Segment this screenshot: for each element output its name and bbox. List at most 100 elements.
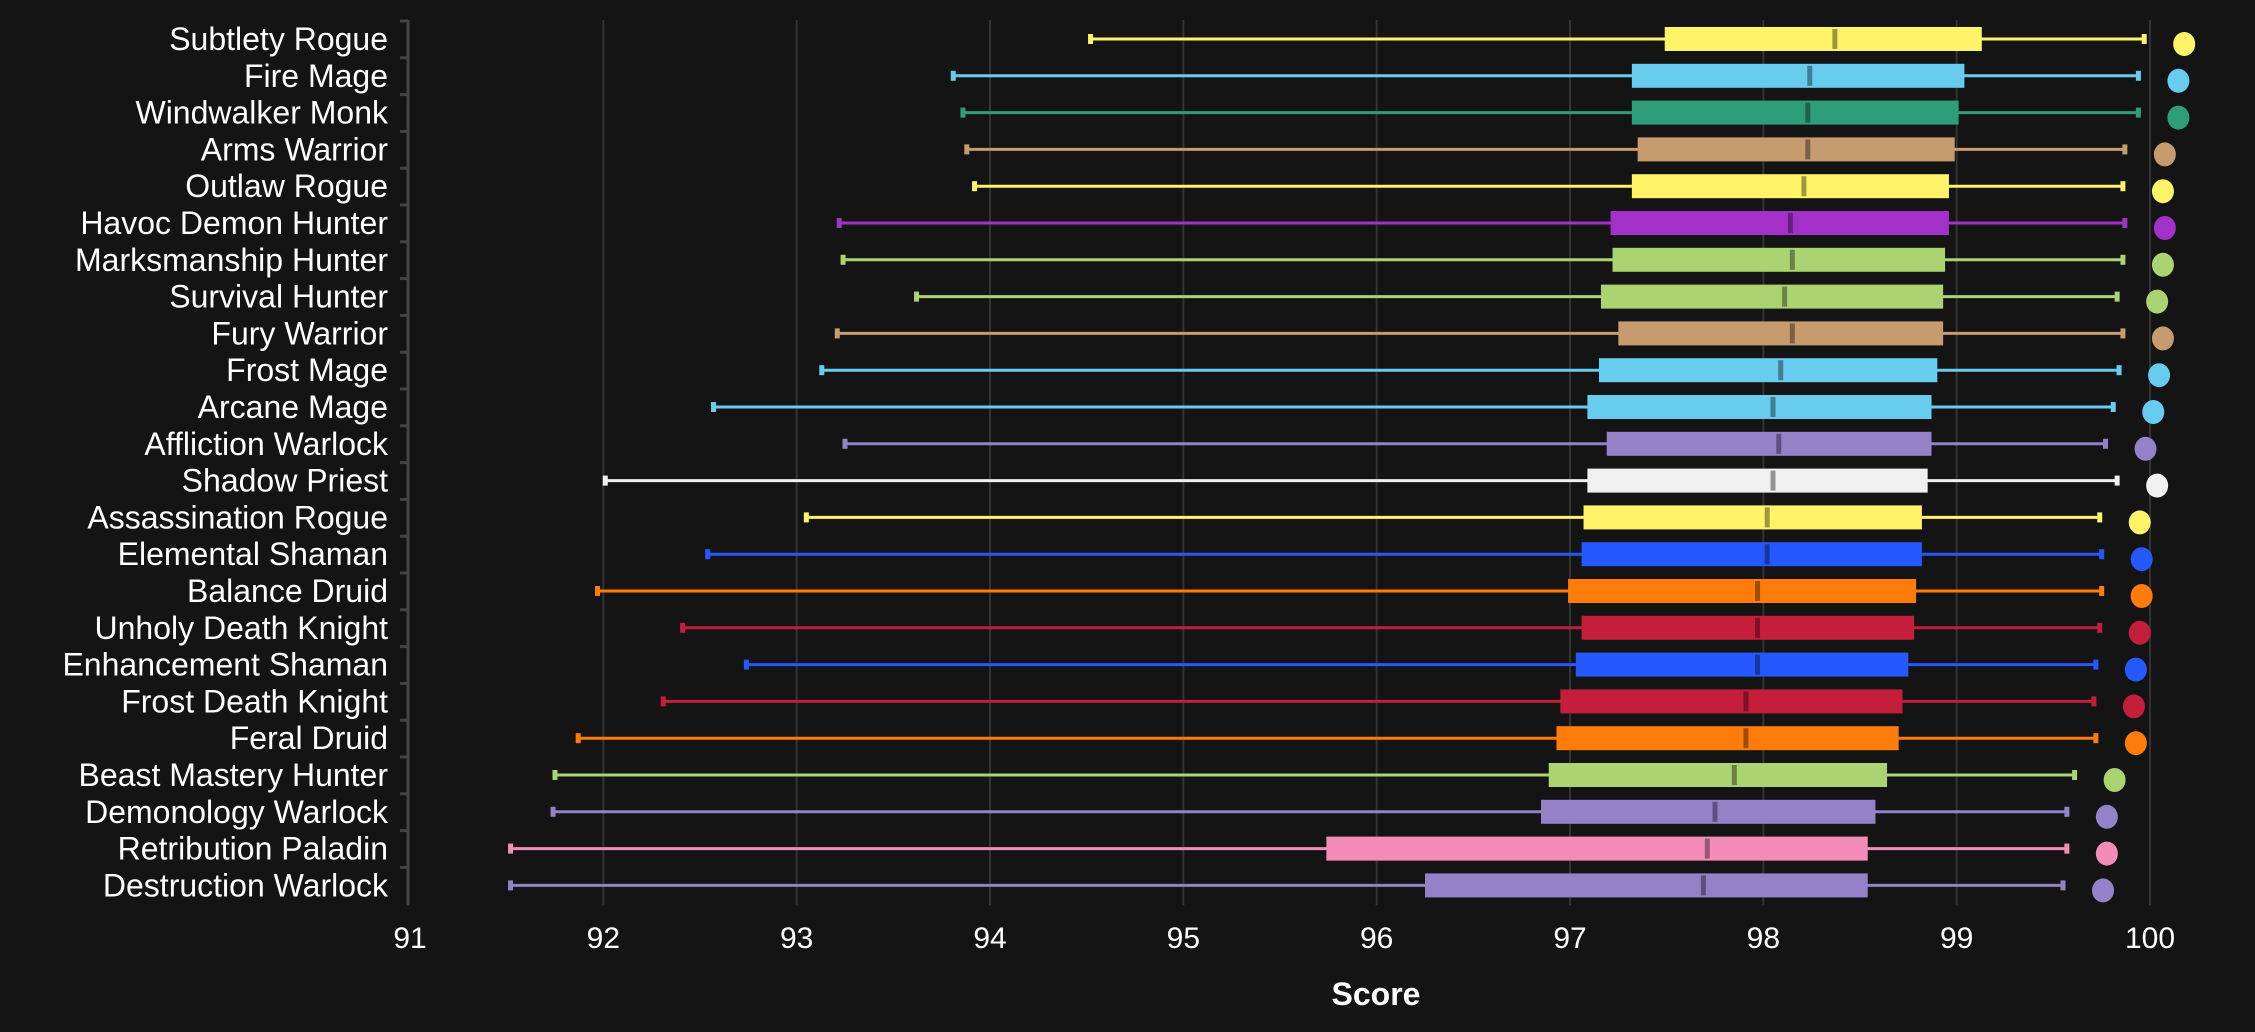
class-color-dot bbox=[2124, 731, 2147, 756]
class-color-dot bbox=[2167, 105, 2190, 130]
box-shadow-priest bbox=[602, 468, 2169, 498]
box-retribution-paladin bbox=[508, 836, 2118, 866]
x-tick-label: 97 bbox=[1553, 922, 1586, 955]
x-tick-label: 98 bbox=[1747, 922, 1780, 955]
y-tick-label: Destruction Warlock bbox=[103, 867, 389, 903]
box-iqr bbox=[1600, 284, 1944, 309]
x-tick-label: 91 bbox=[393, 922, 426, 955]
y-tick-label: Enhancement Shaman bbox=[62, 647, 388, 683]
box-iqr bbox=[1631, 174, 1949, 199]
x-tick-label: 95 bbox=[1167, 922, 1200, 955]
boxes bbox=[508, 27, 2196, 903]
y-tick-label: Windwalker Monk bbox=[135, 95, 389, 131]
x-axis: 91 92 93 94 95 96 97 98 99 100 bbox=[393, 922, 2175, 955]
x-tick-label: 92 bbox=[587, 922, 620, 955]
box-iqr bbox=[1583, 505, 1922, 530]
box-iqr bbox=[1610, 211, 1949, 235]
class-color-dot bbox=[2153, 142, 2176, 167]
x-tick-label: 96 bbox=[1360, 922, 1393, 955]
box-demonology-warlock bbox=[550, 799, 2118, 829]
x-tick-label: 94 bbox=[973, 922, 1006, 955]
x-axis-label: Score bbox=[1332, 976, 1421, 1012]
class-color-dot bbox=[2167, 68, 2190, 93]
class-color-dot bbox=[2092, 878, 2114, 903]
class-color-dot bbox=[2146, 473, 2169, 498]
box-iqr bbox=[1581, 542, 1922, 567]
box-balance-druid bbox=[595, 579, 2153, 608]
box-windwalker-monk bbox=[960, 100, 2190, 130]
class-color-dot bbox=[2130, 584, 2153, 608]
y-tick-label: Fire Mage bbox=[244, 58, 388, 94]
box-iqr bbox=[1560, 689, 1903, 714]
y-tick-label: Havoc Demon Hunter bbox=[80, 205, 388, 241]
box-outlaw-rogue bbox=[972, 174, 2174, 204]
y-tick-label: Demonology Warlock bbox=[85, 794, 389, 830]
class-color-dot bbox=[2151, 252, 2174, 277]
box-frost-death-knight bbox=[660, 689, 2145, 719]
y-tick-label: Outlaw Rogue bbox=[185, 168, 388, 204]
class-color-dot bbox=[2095, 804, 2118, 829]
box-iqr bbox=[1664, 27, 1982, 51]
box-assassination-rogue bbox=[803, 505, 2151, 535]
box-iqr bbox=[1618, 321, 1944, 346]
box-havoc-demon-hunter bbox=[836, 211, 2176, 240]
y-tick-label: Arms Warrior bbox=[201, 131, 389, 167]
box-iqr bbox=[1548, 763, 1888, 787]
class-color-dot bbox=[2151, 326, 2174, 351]
y-tick-label: Beast Mastery Hunter bbox=[79, 757, 389, 793]
class-color-dot bbox=[2153, 216, 2176, 240]
class-color-dot bbox=[2146, 289, 2169, 314]
box-feral-druid bbox=[575, 726, 2147, 756]
y-tick-label: Affliction Warlock bbox=[144, 426, 389, 462]
box-iqr bbox=[1606, 431, 1932, 456]
box-iqr bbox=[1612, 247, 1946, 272]
y-tick-label: Assassination Rogue bbox=[87, 499, 388, 535]
y-tick-label: Unholy Death Knight bbox=[94, 610, 388, 646]
y-tick-label: Subtlety Rogue bbox=[169, 21, 388, 57]
box-destruction-warlock bbox=[508, 873, 2114, 903]
y-tick-label: Survival Hunter bbox=[169, 279, 388, 315]
box-iqr bbox=[1575, 652, 1909, 677]
class-color-dot bbox=[2122, 694, 2145, 719]
y-tick-label: Fury Warrior bbox=[211, 315, 388, 351]
box-iqr bbox=[1556, 726, 1899, 751]
y-tick-label: Frost Death Knight bbox=[121, 683, 388, 719]
box-iqr bbox=[1568, 579, 1917, 603]
box-iqr bbox=[1587, 395, 1932, 419]
box-iqr bbox=[1631, 63, 1965, 88]
box-iqr bbox=[1541, 799, 1876, 824]
box-unholy-death-knight bbox=[680, 615, 2151, 645]
y-tick-label: Retribution Paladin bbox=[118, 831, 388, 867]
box-iqr bbox=[1581, 615, 1915, 640]
class-color-dot bbox=[2128, 510, 2151, 535]
class-color-dot bbox=[2134, 436, 2157, 461]
y-tick-label: Balance Druid bbox=[187, 573, 388, 609]
box-arcane-mage bbox=[711, 395, 2165, 424]
box-subtlety-rogue bbox=[1088, 27, 2196, 56]
box-fire-mage bbox=[950, 63, 2190, 93]
box-frost-mage bbox=[819, 358, 2171, 388]
class-color-dot bbox=[2148, 363, 2171, 388]
box-iqr bbox=[1599, 358, 1938, 383]
box-iqr bbox=[1587, 468, 1928, 493]
box-iqr bbox=[1631, 100, 1959, 125]
box-iqr bbox=[1326, 836, 1868, 861]
class-color-dot bbox=[2095, 841, 2118, 866]
box-iqr bbox=[1425, 873, 1868, 898]
box-beast-mastery-hunter bbox=[552, 763, 2126, 792]
y-tick-label: Elemental Shaman bbox=[118, 536, 388, 572]
y-tick-label: Marksmanship Hunter bbox=[75, 242, 388, 278]
class-color-dot bbox=[2103, 768, 2126, 792]
x-tick-label: 99 bbox=[1940, 922, 1973, 955]
class-color-dot bbox=[2151, 179, 2174, 204]
box-survival-hunter bbox=[914, 284, 2169, 314]
y-tick-label: Shadow Priest bbox=[182, 463, 388, 499]
box-affliction-warlock bbox=[842, 431, 2157, 461]
x-tick-label: 100 bbox=[2125, 922, 2175, 955]
box-fury-warrior bbox=[834, 321, 2174, 351]
box-elemental-shaman bbox=[705, 542, 2153, 572]
gridlines bbox=[602, 20, 2151, 906]
class-color-dot bbox=[2128, 620, 2151, 645]
